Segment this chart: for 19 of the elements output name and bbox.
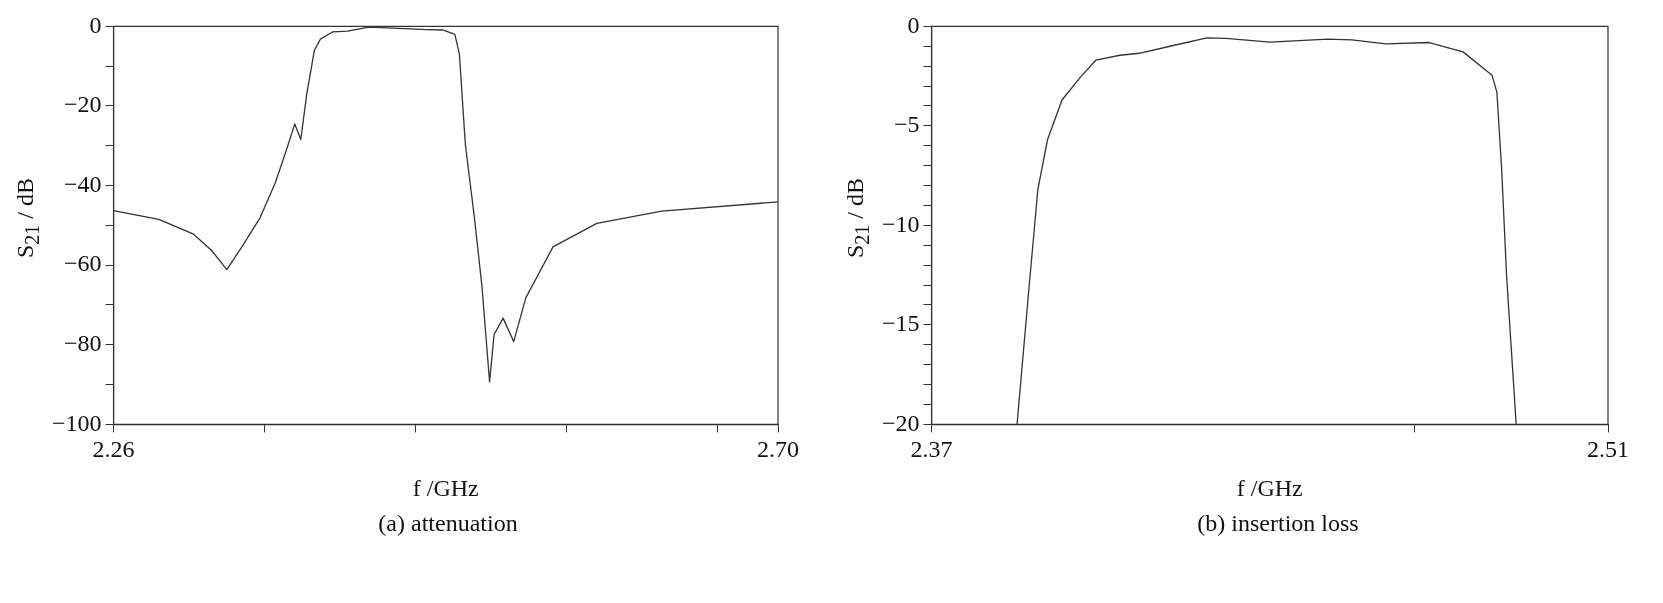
- x-axis-title: f /GHz: [1236, 474, 1303, 501]
- y-tick-label: −20: [881, 409, 920, 436]
- y-tick-label: −40: [63, 170, 102, 197]
- y-tick-label: −15: [881, 310, 920, 337]
- y-tick-label: −10: [881, 210, 920, 237]
- text: (b) insertion loss: [1196, 510, 1360, 537]
- y-tick-label: 0: [89, 11, 102, 38]
- y-tick-label: −100: [51, 409, 102, 436]
- y-tick-label: −5: [893, 111, 920, 138]
- y-tick-label: −80: [63, 330, 102, 357]
- y-tick-label: −20: [63, 91, 102, 118]
- y-tick-label: −60: [63, 250, 102, 277]
- y-tick-label: 0: [907, 11, 920, 38]
- x-tick-label: 2.70: [757, 436, 799, 463]
- x-tick-label: 2.51: [1587, 436, 1629, 463]
- x-axis-title: f /GHz: [412, 474, 479, 501]
- x-tick-label: 2.37: [910, 436, 953, 463]
- text: (a) attenuation: [377, 510, 519, 537]
- x-tick-label: 2.26: [92, 436, 135, 463]
